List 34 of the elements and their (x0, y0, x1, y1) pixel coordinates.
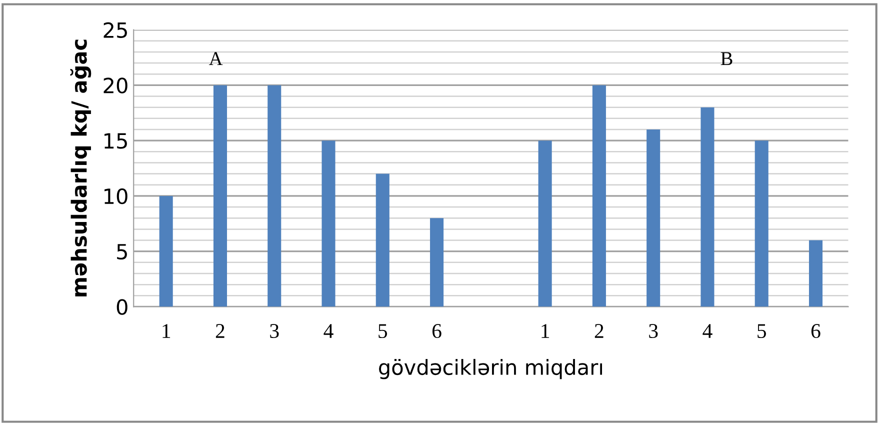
x-tick-label: 5 (378, 324, 388, 338)
y-tick-label: 15 (104, 133, 127, 149)
x-tick-label: 3 (649, 324, 658, 338)
bar (430, 218, 444, 307)
x-tick-label: 4 (702, 324, 712, 338)
y-tick-label: 10 (104, 188, 128, 204)
x-tick-label: 4 (324, 324, 334, 338)
x-tick-label: 1 (162, 324, 170, 338)
bar (376, 174, 390, 307)
y-tick-label: 5 (117, 244, 127, 260)
bar (322, 140, 336, 307)
x-tick-label: 2 (594, 324, 604, 338)
bar (808, 240, 823, 307)
bar (592, 85, 606, 307)
x-tick-label: 1 (542, 324, 550, 338)
y-tick-label: 0 (116, 299, 128, 315)
bar (754, 140, 768, 307)
x-tick-label: 2 (216, 324, 224, 338)
bar (159, 196, 173, 307)
x-axis-title: gövdəciklərin miqdarı (379, 358, 602, 380)
x-tick-label: 5 (758, 324, 766, 338)
bar (538, 140, 552, 307)
bar (213, 85, 227, 307)
annotation: A (208, 52, 223, 65)
y-tick-label: 20 (104, 78, 128, 94)
bar (700, 107, 714, 307)
x-tick-label: 6 (811, 324, 820, 338)
annotation: B (720, 52, 732, 66)
x-tick-label: 3 (270, 324, 279, 338)
bar (268, 85, 282, 307)
y-tick-label: 25 (104, 22, 127, 38)
y-axis-title: məhsuldarlıq kq/ ağac (70, 40, 92, 296)
bar (646, 130, 660, 307)
x-tick-label: 6 (432, 324, 442, 338)
